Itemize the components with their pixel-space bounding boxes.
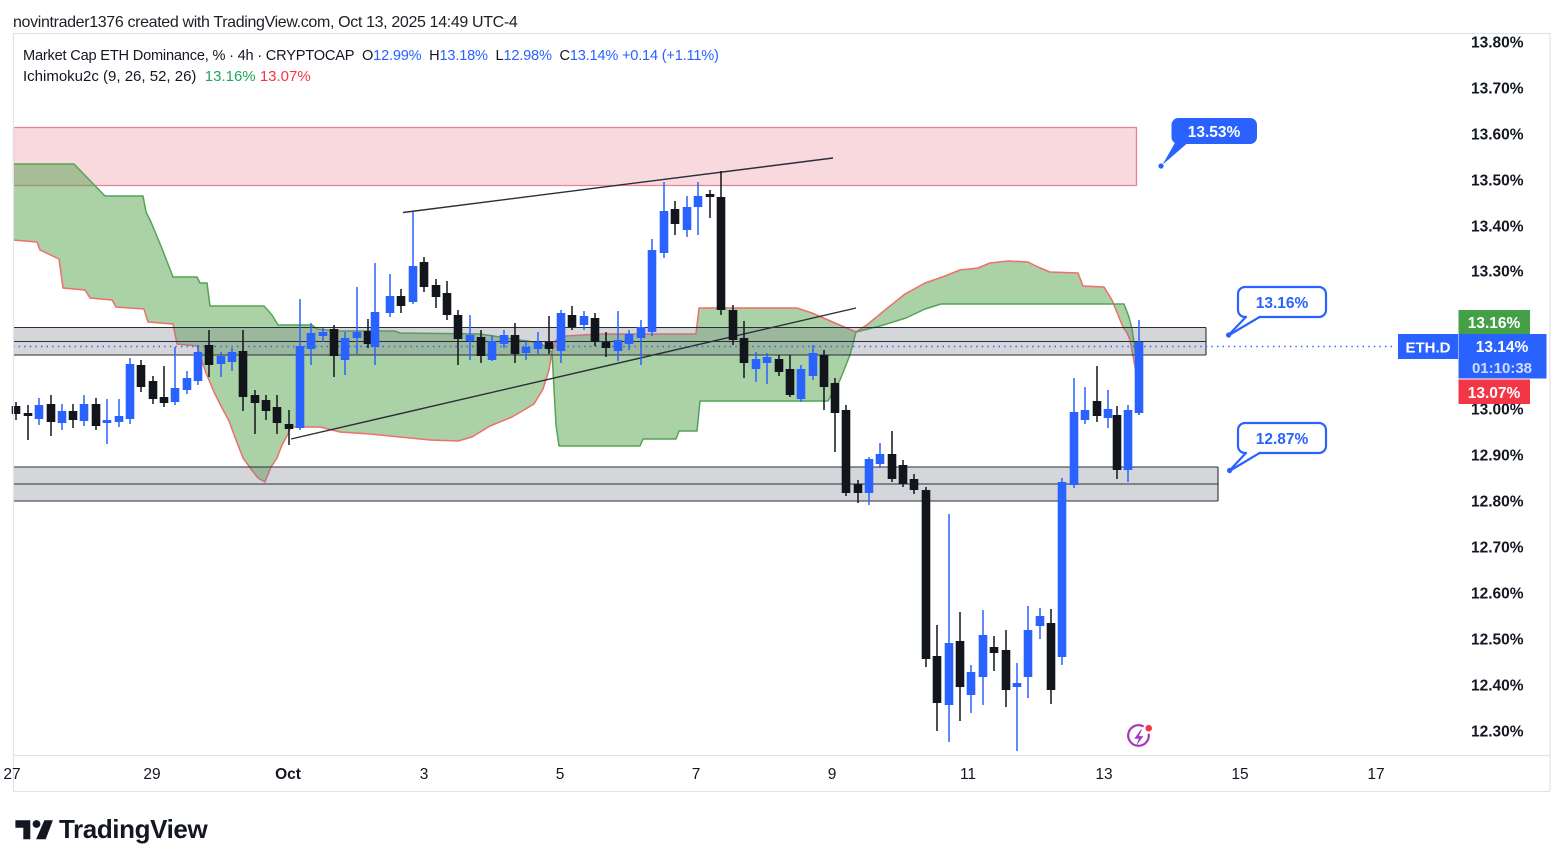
svg-text:13.50%: 13.50% [1471, 173, 1524, 190]
svg-text:3: 3 [420, 766, 429, 783]
svg-text:novintrader1376 created with T: novintrader1376 created with TradingView… [13, 14, 518, 31]
svg-text:Market Cap ETH Dominance, % ·: Market Cap ETH Dominance, % · 4h · CRYPT… [23, 48, 719, 64]
svg-text:12.87%: 12.87% [1256, 431, 1309, 448]
svg-text:12.70%: 12.70% [1471, 540, 1524, 557]
svg-text:13.16%: 13.16% [1468, 315, 1521, 332]
svg-text:Oct: Oct [275, 766, 301, 783]
svg-text:12.30%: 12.30% [1471, 724, 1524, 741]
svg-text:12.40%: 12.40% [1471, 678, 1524, 695]
svg-text:11: 11 [960, 766, 976, 783]
svg-text:13.40%: 13.40% [1471, 219, 1524, 236]
svg-text:Ichimoku2c (9, 26, 52, 26) 13: Ichimoku2c (9, 26, 52, 26) 13.16% 13.07% [23, 68, 311, 85]
svg-text:13.60%: 13.60% [1471, 127, 1524, 144]
svg-text:27: 27 [3, 766, 20, 783]
svg-text:13.53%: 13.53% [1188, 124, 1241, 141]
svg-text:12.80%: 12.80% [1471, 494, 1524, 511]
svg-text:13.14%: 13.14% [1476, 339, 1529, 356]
svg-text:5: 5 [556, 766, 565, 783]
svg-text:12.50%: 12.50% [1471, 632, 1524, 649]
svg-text:13.16%: 13.16% [1256, 295, 1309, 312]
svg-text:7: 7 [692, 766, 701, 783]
svg-text:13.00%: 13.00% [1471, 402, 1524, 419]
svg-text:13.80%: 13.80% [1471, 35, 1524, 52]
svg-text:29: 29 [143, 766, 160, 783]
svg-text:13.70%: 13.70% [1471, 81, 1524, 98]
svg-text:13.07%: 13.07% [1468, 385, 1521, 402]
svg-text:12.90%: 12.90% [1471, 448, 1524, 465]
svg-text:13: 13 [1095, 766, 1112, 783]
svg-text:ETH.D: ETH.D [1406, 340, 1451, 357]
svg-text:12.60%: 12.60% [1471, 586, 1524, 603]
svg-text:9: 9 [828, 766, 837, 783]
svg-text:13.30%: 13.30% [1471, 264, 1524, 281]
svg-text:17: 17 [1367, 766, 1384, 783]
svg-text:TradingView: TradingView [59, 814, 208, 844]
svg-text:01:10:38: 01:10:38 [1472, 360, 1532, 377]
svg-text:15: 15 [1231, 766, 1248, 783]
